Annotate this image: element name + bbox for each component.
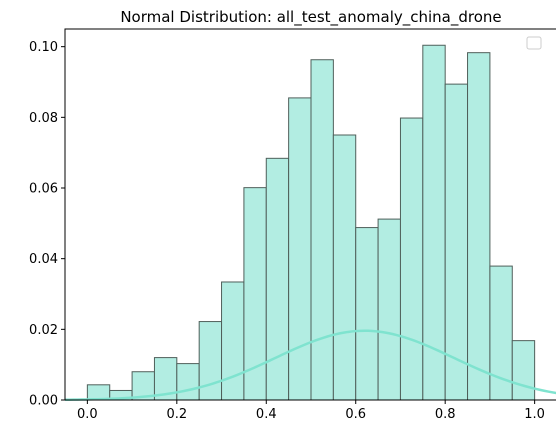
- histogram-bars: [86, 44, 536, 401]
- histogram-bar: [422, 44, 446, 401]
- x-tick-label: 0.6: [345, 407, 366, 422]
- x-tick-label: 0.8: [435, 407, 456, 422]
- y-tick-label: 0.10: [29, 40, 58, 55]
- normal-fit-curve: [64, 329, 556, 401]
- histogram-bar: [265, 157, 290, 401]
- y-tick-label: 0.08: [29, 111, 58, 126]
- histogram-bar: [399, 117, 424, 401]
- legend-box: [526, 36, 542, 50]
- plot-frame: [64, 28, 556, 401]
- histogram-bar: [176, 363, 200, 401]
- histogram-bar: [310, 59, 334, 401]
- x-tick-label: 1.0: [524, 407, 545, 422]
- histogram-bar: [377, 218, 401, 401]
- histogram-bar: [511, 340, 536, 401]
- y-tick-label: 0.06: [29, 182, 58, 197]
- x-tick-label: 0.2: [166, 407, 187, 422]
- x-axis: 0.0 0.2 0.4 0.6 0.8 1.0: [77, 400, 545, 422]
- y-tick-label: 0.00: [29, 394, 58, 409]
- chart-title: Normal Distribution: all_test_anomaly_ch…: [120, 8, 501, 27]
- histogram-bar: [332, 134, 357, 401]
- x-tick-label: 0.4: [256, 407, 277, 422]
- x-tick-label: 0.0: [77, 407, 98, 422]
- y-axis: 0.00 0.02 0.04 0.06 0.08 0.10: [29, 40, 65, 409]
- histogram-bar: [198, 321, 223, 401]
- y-tick-label: 0.02: [29, 323, 58, 338]
- histogram-bar: [221, 281, 245, 401]
- histogram-bar: [444, 83, 469, 401]
- y-tick-label: 0.04: [29, 252, 58, 267]
- histogram-bar: [288, 97, 312, 401]
- histogram-bar: [355, 227, 379, 401]
- histogram-bar: [467, 52, 491, 401]
